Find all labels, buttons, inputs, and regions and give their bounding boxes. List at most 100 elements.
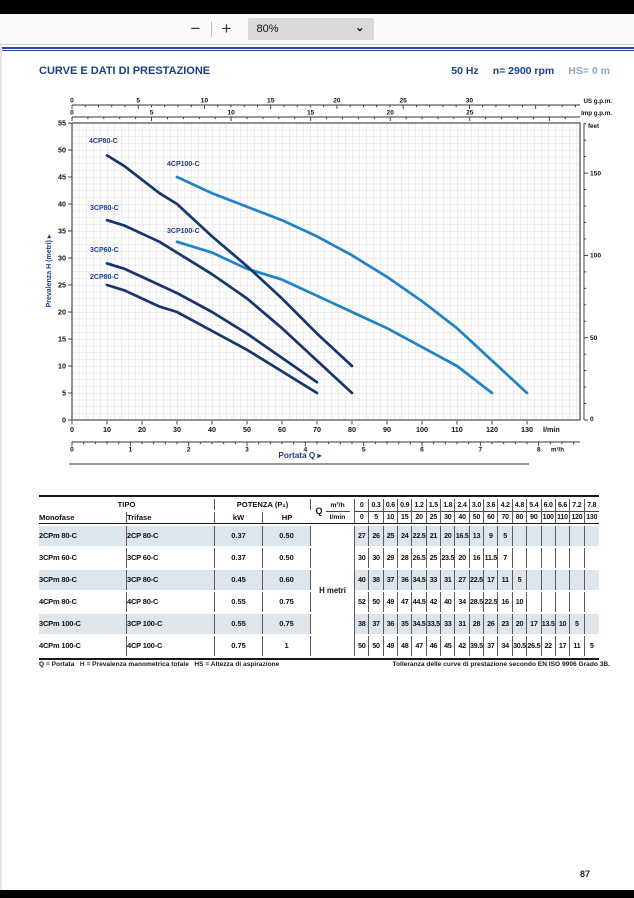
svg-text:80: 80	[348, 425, 356, 434]
head-value-cell: 28.5	[470, 592, 485, 612]
head-value-cell: 20	[441, 526, 456, 546]
svg-text:10: 10	[103, 425, 111, 434]
flow-column-header: 4.2 70	[498, 499, 513, 524]
zoom-level-value: 80%	[256, 23, 279, 35]
model-trifase: 4CP 80-C	[127, 592, 216, 612]
svg-text:50: 50	[58, 145, 66, 154]
svg-text:20: 20	[387, 110, 395, 117]
svg-text:5: 5	[150, 110, 154, 117]
model-trifase: 3CP 80-C	[127, 570, 216, 590]
pdf-page: CURVE E DATI DI PRESTAZIONE 50 Hz n= 290…	[0, 45, 634, 890]
head-value-cell: 20	[512, 614, 528, 634]
chevron-down-icon: ⌄	[355, 21, 365, 34]
power-hp: 0.75	[263, 614, 312, 634]
head-value-cell: 45	[441, 636, 456, 656]
toolbar-divider	[210, 21, 212, 37]
head-value-cell: 20	[455, 548, 470, 568]
head-value-cell: 25	[427, 548, 442, 568]
section-header: CURVE E DATI DI PRESTAZIONE 50 Hz n= 290…	[39, 65, 610, 77]
head-value-cell: 17	[556, 636, 571, 656]
zoom-level-select[interactable]: 80% ⌄	[247, 18, 374, 40]
table-row: 4CPm 80-C 4CP 80-C 0.55 0.75 52 50 49 47 44.5 42 4…	[39, 592, 599, 612]
power-kw: 0.75	[215, 636, 264, 656]
model-monofase: 4CPm 80-C	[39, 592, 127, 612]
head-value-cell: 26.5	[412, 548, 427, 568]
head-value-cell: 26	[369, 526, 384, 546]
power-hp: 1	[263, 636, 312, 656]
head-value-cell: 16	[470, 548, 485, 568]
svg-text:100: 100	[416, 425, 428, 434]
curve-label-3CP80-C: 3CP80-C	[90, 205, 119, 212]
operating-conditions: 50 Hz n= 2900 rpm HS= 0 m	[451, 65, 610, 77]
svg-text:50: 50	[243, 425, 251, 434]
flow-column-header: 3.0 50	[469, 499, 485, 524]
svg-text:0: 0	[70, 425, 74, 434]
head-value-cell: 30	[369, 548, 384, 568]
speed-label: n= 2900 rpm	[492, 65, 555, 77]
svg-text:10: 10	[201, 98, 209, 105]
head-value-cell: 22	[542, 636, 556, 656]
model-trifase: 3CP 100-C	[127, 614, 216, 634]
head-value-cell	[541, 570, 556, 590]
head-value-cell	[584, 614, 599, 634]
head-value-cell: 31	[455, 614, 470, 634]
head-value-cell: 22.5	[469, 570, 485, 590]
head-value-cell: 27	[455, 570, 470, 590]
svg-text:US g.p.m.: US g.p.m.	[583, 98, 612, 105]
svg-text:15: 15	[307, 110, 315, 117]
curve-chart-svg: 0 5 10 15 20 25 30 US g.p.m.0 5 10 15 20 25 Imp g.p.m…	[46, 98, 612, 465]
head-value-cell: 50	[369, 636, 384, 656]
head-value-cell	[555, 570, 571, 590]
curve-label-4CP80-C: 4CP80-C	[89, 138, 118, 145]
table-row: 3CPm 100-C 3CP 100-C 0.55 0.75 38 37 36 35 34.5 3…	[39, 614, 599, 634]
head-value-cell: 11	[498, 570, 513, 590]
svg-text:25: 25	[400, 98, 408, 105]
svg-text:40: 40	[58, 199, 66, 208]
bottom-black-bar	[0, 890, 634, 898]
power-kw: 0.37	[215, 526, 264, 546]
table-row: 3CPm 60-C 3CP 60-C 0.37 0.50 30 30 29 28 26.5 25 2…	[39, 548, 599, 568]
page-title: CURVE E DATI DI PRESTAZIONE	[39, 65, 211, 77]
head-value-cell: 28	[398, 548, 413, 568]
head-value-cell	[570, 526, 585, 546]
svg-text:100: 100	[590, 253, 601, 260]
table-row: 2CPm 80-C 2CP 80-C 0.37 0.50 H metri 27 26 25 24…	[39, 526, 599, 656]
head-value-cell: 39.5	[470, 636, 485, 656]
head-value-cell: 30.5	[513, 636, 528, 656]
flow-column-header: 6.6 110	[555, 499, 571, 524]
head-value-cell: 22.5	[484, 592, 499, 612]
head-value-cell: 30	[355, 548, 370, 568]
head-value-cell	[585, 592, 599, 612]
head-value-cell: 31	[441, 570, 456, 590]
svg-text:40: 40	[208, 425, 216, 434]
svg-text:60: 60	[278, 425, 286, 434]
zoom-in-button[interactable]: +	[221, 19, 232, 38]
head-value-cell: 21	[426, 526, 442, 546]
flow-column-header: 0.6 10	[383, 499, 399, 524]
performance-curve-chart: 0 5 10 15 20 25 30 US g.p.m. 0 5 10 15 20 25 Imp g.p.m…	[39, 95, 612, 470]
head-value-cell: 10	[555, 614, 571, 634]
model-monofase: 3CPm 80-C	[39, 570, 127, 590]
flow-column-header: 0.3 5	[369, 499, 384, 524]
head-value-cell: 44.5	[412, 592, 427, 612]
power-hp: 0.50	[263, 526, 312, 546]
svg-text:30: 30	[173, 425, 181, 434]
head-value-cell: 33	[426, 570, 442, 590]
power-kw: 0.45	[215, 570, 264, 590]
model-monofase: 2CPm 80-C	[39, 526, 127, 546]
head-value-cell	[570, 570, 585, 590]
zoom-out-button[interactable]: −	[190, 19, 201, 38]
head-value-cell: 23	[498, 614, 513, 634]
head-value-cell: 47	[412, 636, 427, 656]
flow-column-header: 1.2 20	[412, 499, 427, 524]
col-monofase: Monofase	[39, 512, 127, 524]
head-value-cell: 50	[355, 636, 370, 656]
svg-text:15: 15	[267, 98, 275, 105]
head-value-cell: 10	[513, 592, 528, 612]
group-potenza: POTENZA (P₂)	[215, 499, 312, 510]
svg-text:50: 50	[590, 335, 598, 342]
svg-text:m³/h: m³/h	[551, 447, 564, 454]
